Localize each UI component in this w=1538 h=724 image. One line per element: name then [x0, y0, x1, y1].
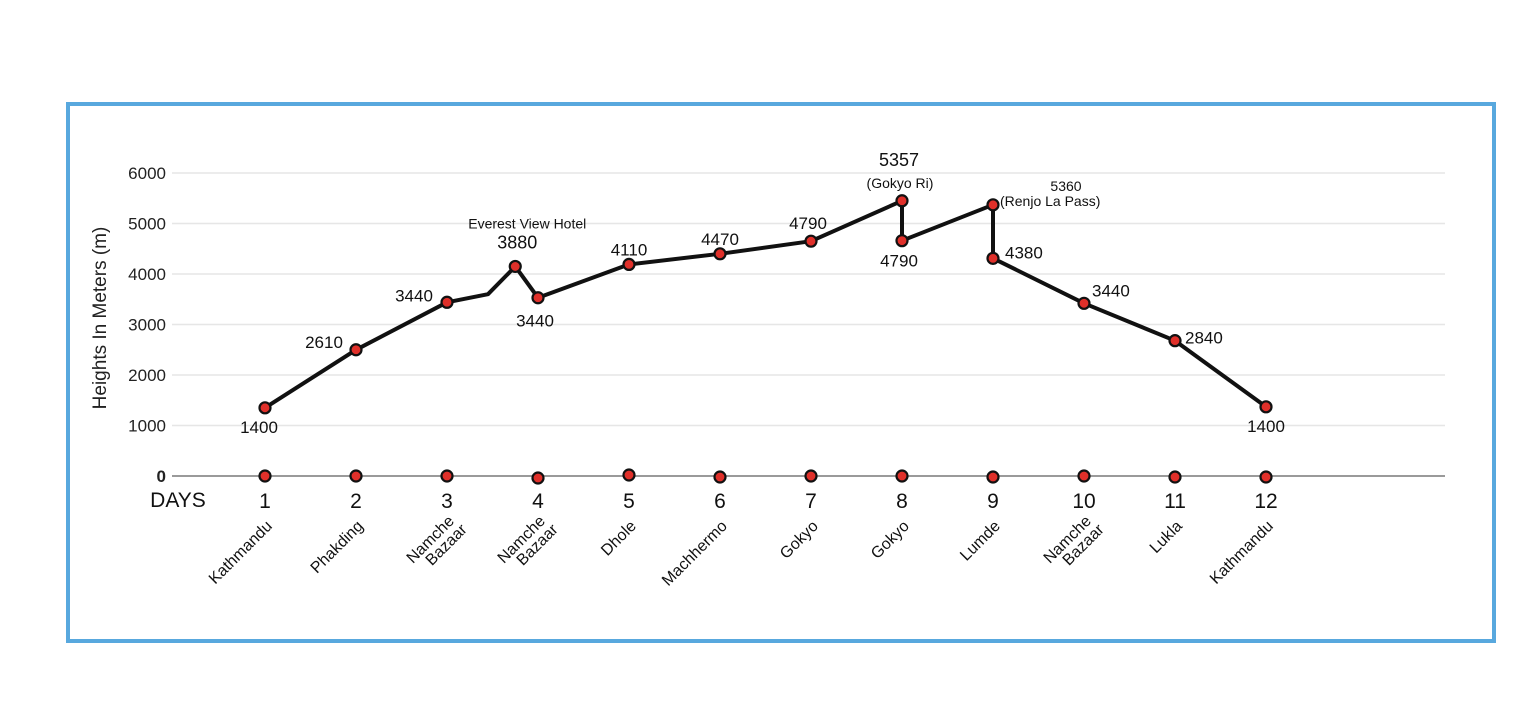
- y-tick-label: 0: [157, 467, 166, 486]
- elevation-marker: [1259, 400, 1273, 414]
- day-number: 9: [987, 490, 999, 513]
- location-label: Machhermo: [659, 518, 731, 590]
- data-label: 4790: [789, 214, 827, 233]
- day-number: 4: [532, 490, 544, 513]
- point-annotation: Everest View Hotel: [468, 215, 586, 231]
- day-baseline-marker: [1259, 470, 1273, 484]
- data-label: 1400: [240, 418, 278, 437]
- data-label: 2840: [1185, 329, 1223, 348]
- data-label: 4380: [1005, 243, 1043, 262]
- location-label: NamcheBazaar: [495, 510, 562, 577]
- day-baseline-marker: [440, 469, 454, 483]
- elevation-marker: [986, 251, 1000, 265]
- data-label: 3880: [497, 232, 537, 252]
- elevation-line: [263, 198, 1268, 410]
- day-baseline-marker: [1077, 469, 1091, 483]
- location-label: Gokyo: [777, 518, 822, 563]
- location-label: Kathmandu: [206, 518, 276, 588]
- day-baseline-marker: [531, 471, 545, 485]
- day-baseline-marker: [349, 469, 363, 483]
- day-number: 7: [805, 490, 817, 513]
- day-baseline-marker: [804, 469, 818, 483]
- location-label: Dhole: [598, 518, 640, 560]
- point-annotation: (Renjo La Pass): [1000, 193, 1100, 209]
- y-tick-label: 4000: [128, 265, 166, 284]
- location-label: Gokyo: [868, 518, 913, 563]
- elevation-marker: [258, 401, 272, 415]
- elevation-marker: [804, 234, 818, 248]
- elevation-marker: [986, 198, 1000, 212]
- y-tick-label: 6000: [128, 164, 166, 183]
- day-number: 6: [714, 490, 726, 513]
- y-tick-label: 3000: [128, 316, 166, 335]
- elevation-marker: [895, 194, 909, 208]
- y-tick-label: 2000: [128, 366, 166, 385]
- day-number: 1: [259, 490, 271, 513]
- location-label: NamcheBazaar: [1041, 510, 1108, 577]
- elevation-marker: [508, 259, 522, 274]
- data-label: 3440: [1092, 281, 1130, 300]
- data-label: 5357: [879, 150, 919, 170]
- elevation-marker: [713, 247, 727, 261]
- day-number: 2: [350, 490, 362, 513]
- day-baseline-marker: [1168, 470, 1182, 484]
- day-number: 5: [623, 490, 635, 513]
- data-label: 1400: [1247, 417, 1285, 436]
- day-number: 12: [1254, 490, 1277, 513]
- x-axis-label: DAYS: [150, 489, 206, 512]
- day-baseline-marker: [895, 469, 909, 483]
- elevation-marker: [895, 234, 909, 248]
- elevation-marker: [531, 291, 545, 305]
- y-tick-label: 1000: [128, 417, 166, 436]
- data-label: 5360: [1050, 178, 1081, 194]
- day-number: 10: [1072, 490, 1095, 513]
- data-label: 4470: [701, 230, 739, 249]
- day-number: 11: [1164, 490, 1186, 513]
- location-label: Phakding: [308, 518, 367, 577]
- data-label: 2610: [305, 333, 343, 352]
- location-label: NamcheBazaar: [404, 510, 471, 577]
- location-label: Lumde: [957, 518, 1004, 565]
- y-axis-label: Heights In Meters (m): [90, 227, 111, 410]
- elevation-marker: [1077, 296, 1091, 310]
- day-baseline-marker: [713, 470, 727, 484]
- elevation-marker: [349, 343, 363, 357]
- day-baseline-marker: [986, 470, 1000, 484]
- day-baseline-marker: [622, 468, 636, 482]
- chart-frame: [66, 102, 1496, 643]
- day-number: 3: [441, 490, 453, 513]
- elevation-marker: [622, 257, 636, 272]
- day-number: 8: [896, 490, 908, 513]
- day-baseline-marker: [258, 469, 272, 483]
- y-tick-label: 5000: [128, 215, 166, 234]
- location-label: Lukla: [1147, 518, 1186, 557]
- elevation-marker: [1168, 334, 1182, 348]
- data-label: 3440: [395, 286, 433, 305]
- data-label: 4790: [880, 252, 918, 271]
- location-label: Kathmandu: [1207, 518, 1277, 588]
- elevation-marker: [440, 295, 454, 309]
- data-label: 3440: [516, 312, 554, 331]
- data-label: 4110: [611, 240, 648, 259]
- point-annotation: (Gokyo Ri): [867, 175, 934, 191]
